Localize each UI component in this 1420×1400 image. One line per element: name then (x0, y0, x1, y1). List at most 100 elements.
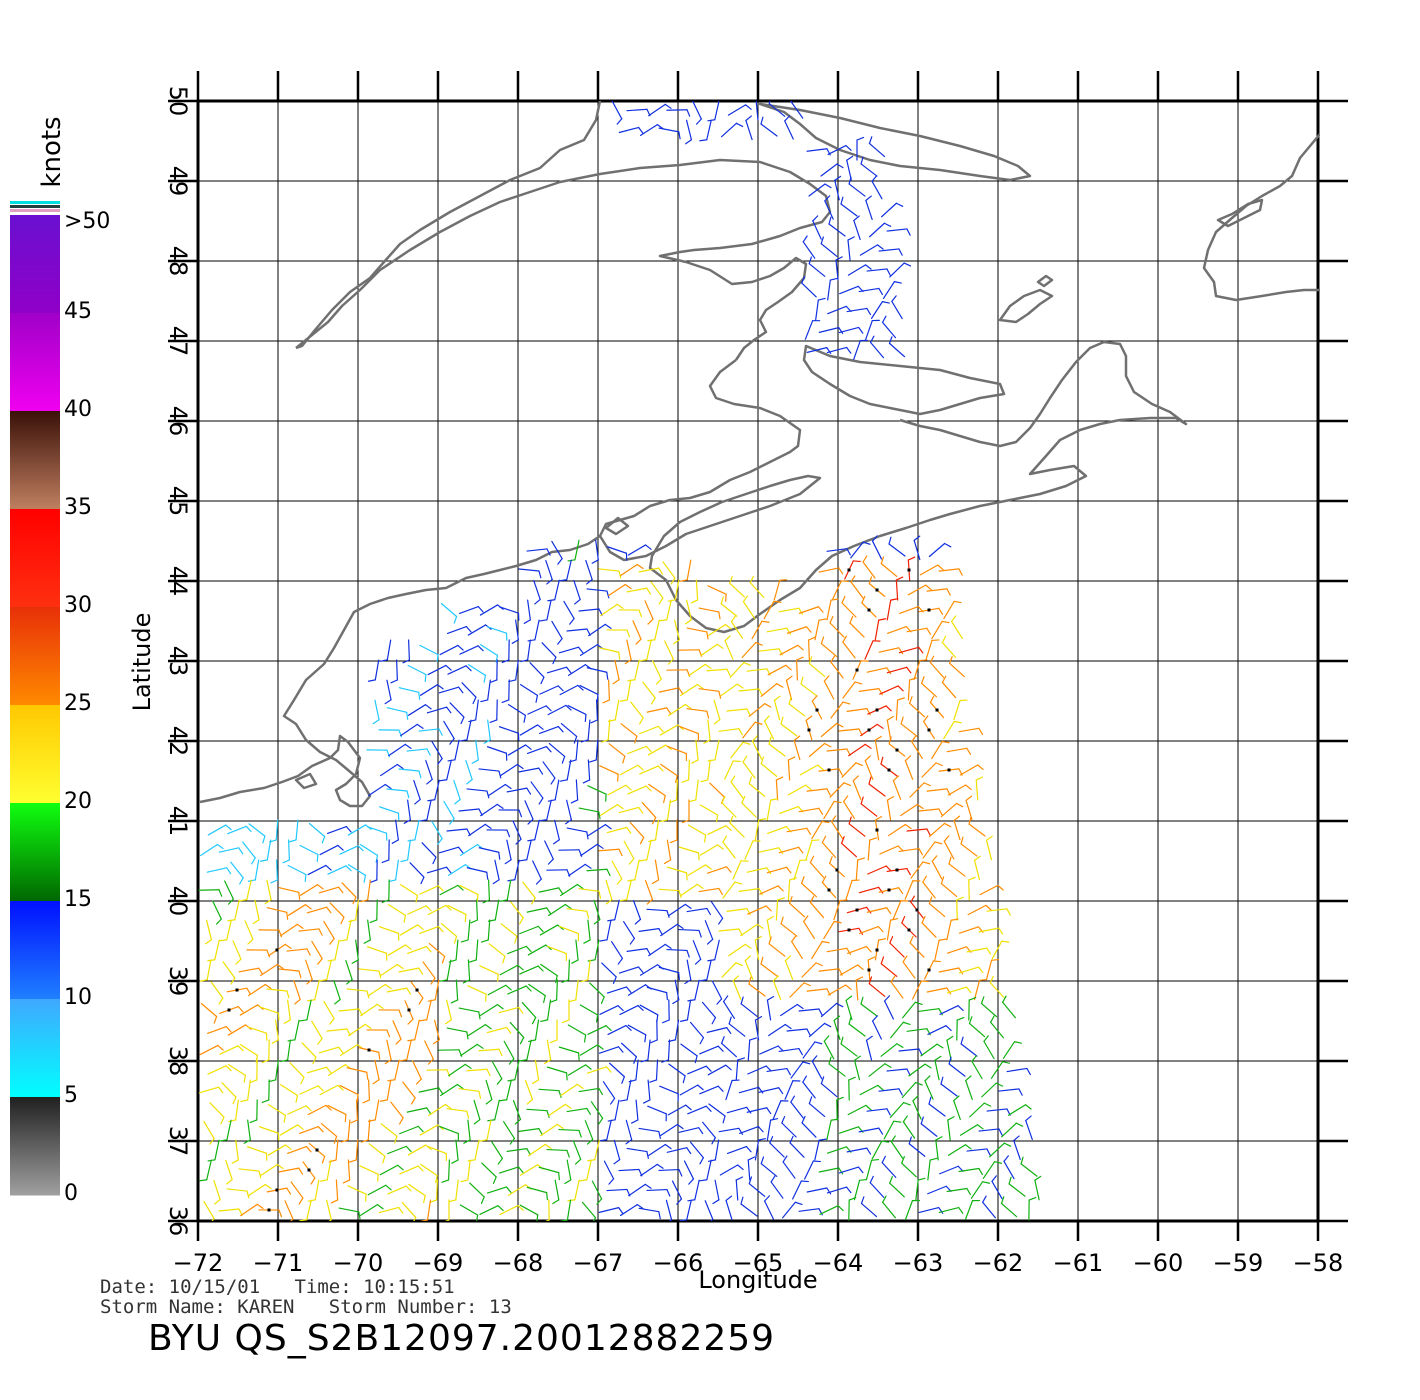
wind-barb (826, 1119, 832, 1141)
wind-barb-flag (360, 1139, 369, 1143)
wind-barb (902, 1001, 916, 1019)
wind-barb-flag (507, 879, 516, 882)
lon-tick-label: −70 (333, 1249, 384, 1277)
coastline (199, 101, 1320, 808)
wind-barb-flag (989, 975, 994, 984)
wind-barb (658, 888, 680, 892)
wind-barb-flag (684, 903, 692, 910)
coast-pei (802, 344, 1006, 416)
wind-barb-flag (540, 676, 545, 685)
wind-barb (526, 1186, 548, 1194)
wind-barb-flag (515, 838, 522, 845)
wind-barb-flag (489, 679, 498, 684)
wind-barb (547, 704, 567, 716)
wind-barb (793, 859, 801, 881)
wind-barb-flag (777, 885, 784, 892)
wind-barb-flag (966, 747, 972, 755)
wind-barb (210, 981, 224, 999)
wind-barb (506, 1079, 512, 1101)
wind-barb (978, 1128, 1000, 1132)
wind-barb (595, 739, 599, 761)
wind-barb (940, 802, 958, 818)
wind-barb-flag (411, 1097, 416, 1105)
wind-barb-flag (926, 627, 932, 635)
wind-barb (953, 699, 961, 721)
wind-barb (823, 680, 835, 700)
wind-barb (650, 581, 664, 599)
wind-barb-flag (391, 839, 399, 844)
wind-barb-flag (784, 955, 792, 962)
wind-barb-flag (617, 1005, 624, 1012)
wind-barb (458, 1007, 480, 1013)
wind-barb-flag (586, 628, 591, 636)
wind-barb (347, 1119, 351, 1141)
rain-flag-dot (947, 768, 951, 772)
wind-barb-flag (426, 748, 431, 756)
wind-barb-flag (240, 1099, 249, 1103)
wind-barb (207, 824, 227, 836)
wind-barb (868, 983, 886, 997)
wind-barb-flag (666, 992, 668, 1001)
coast-small-island (1036, 274, 1054, 288)
wind-barb-flag (868, 136, 873, 145)
wind-barb-flag (557, 725, 564, 733)
wind-barb (881, 1162, 897, 1178)
wind-barb-flag (258, 967, 264, 975)
wind-barb (507, 704, 527, 716)
wind-barb (751, 620, 763, 640)
wind-barb-flag (735, 122, 744, 128)
wind-barb (486, 626, 508, 634)
wind-barb (518, 1128, 540, 1132)
rain-flag-dot (855, 668, 859, 672)
wind-barb (359, 844, 379, 856)
wind-barb (431, 820, 443, 840)
wind-barb-flag (284, 943, 292, 949)
wind-barb (635, 1059, 639, 1081)
wind-barb-flag (821, 940, 830, 944)
wind-barb (428, 942, 446, 958)
wind-barb-flag (663, 859, 672, 865)
wind-barb (278, 1167, 300, 1173)
wind-barb (741, 642, 757, 658)
wind-barb (831, 820, 843, 840)
wind-barb-flag (785, 675, 793, 681)
wind-barb-flag (868, 776, 872, 785)
wind-barb-flag (682, 1075, 686, 1084)
coast-quebec-north-shore (295, 101, 602, 350)
wind-barb (847, 1104, 867, 1116)
wind-barb (901, 1081, 917, 1099)
wind-barb-flag (556, 1123, 564, 1129)
wind-barb (730, 781, 744, 799)
wind-barb-flag (501, 699, 510, 703)
wind-barb-flag (924, 1063, 932, 1069)
wind-barb-flag (908, 1136, 912, 1145)
wind-barb (629, 821, 645, 839)
wind-barb-flag (251, 857, 256, 865)
wind-barb-flag (918, 847, 923, 856)
wind-barb (398, 768, 420, 772)
wind-barb (725, 1079, 733, 1101)
wind-barb-flag (646, 948, 651, 956)
wind-barb (426, 706, 448, 714)
wind-barb-flag (886, 795, 895, 801)
wind-barb-flag (713, 718, 721, 725)
wind-barb (579, 684, 599, 696)
wind-barb (826, 1146, 848, 1154)
wind-barb-flag (348, 1159, 357, 1163)
wind-barb (958, 727, 980, 733)
wind-barb (260, 1163, 278, 1177)
wind-barb (486, 1119, 492, 1141)
wind-barb-flag (466, 1110, 470, 1119)
wind-barb-flag (546, 1192, 548, 1201)
wind-barb (820, 1082, 838, 1098)
wind-barb-flag (679, 1219, 688, 1221)
wind-barb (946, 919, 952, 941)
wind-barb-flag (884, 995, 890, 1002)
wind-barb (786, 827, 808, 833)
wind-barb-flag (730, 615, 737, 623)
wind-barb-flag (582, 779, 591, 784)
wind-barb (922, 881, 936, 899)
wind-barb-flag (345, 826, 352, 833)
wind-barb (603, 1160, 615, 1180)
wind-barb (721, 802, 737, 818)
